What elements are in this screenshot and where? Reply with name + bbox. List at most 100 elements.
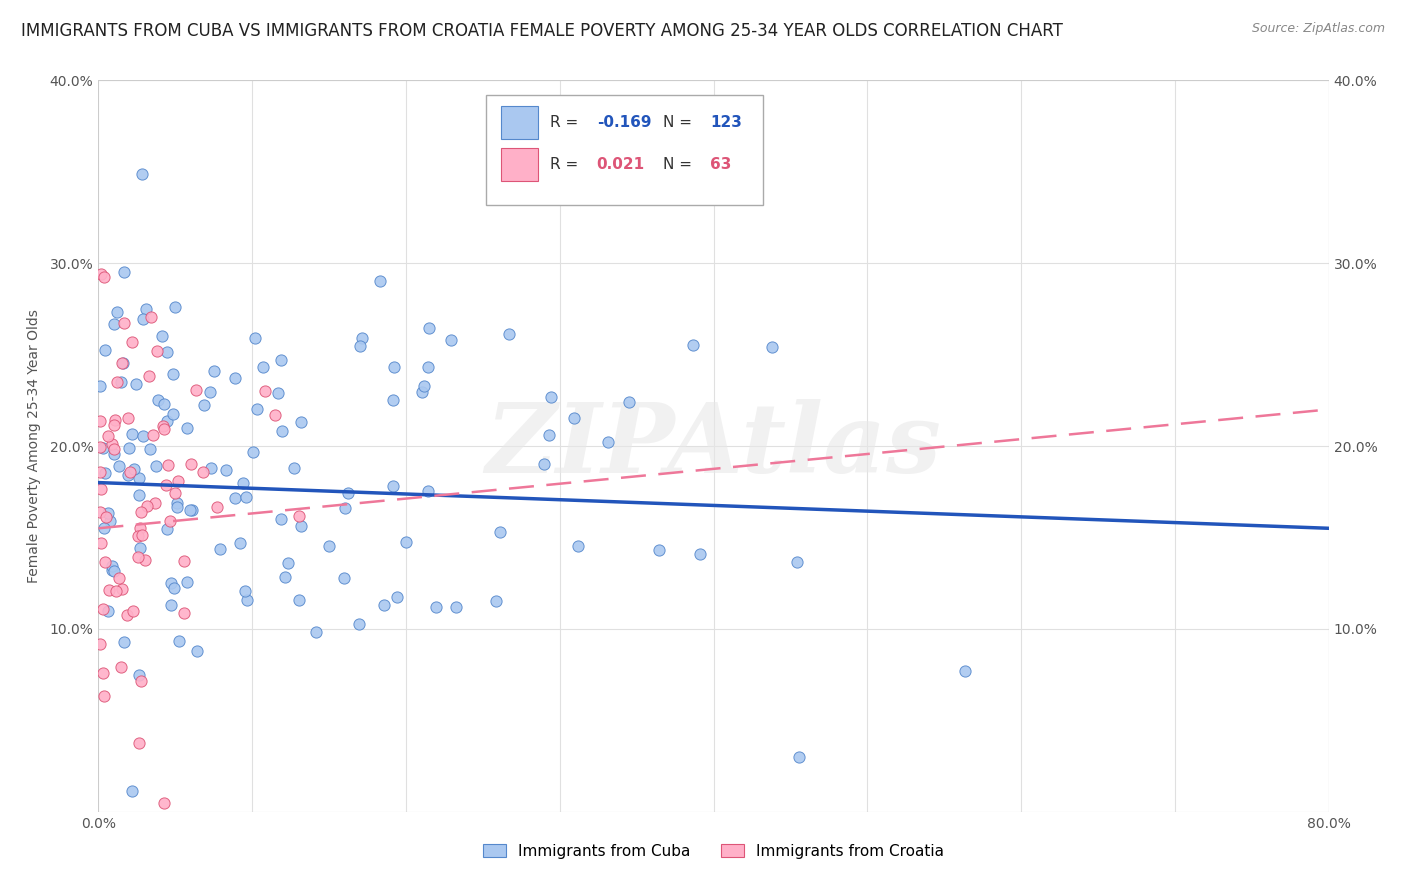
Point — [382, 359, 405, 374]
Point — [157, 458, 180, 472]
Point — [125, 376, 148, 391]
Point — [91, 441, 114, 455]
Point — [489, 525, 512, 540]
Point — [121, 335, 143, 350]
Point — [382, 392, 405, 407]
Point — [418, 321, 440, 335]
Point — [131, 528, 153, 542]
Point — [155, 478, 177, 492]
Point — [97, 506, 120, 520]
Point — [91, 601, 114, 615]
Text: 123: 123 — [710, 115, 742, 130]
Point — [103, 447, 125, 461]
Point — [128, 668, 150, 682]
Point — [229, 536, 252, 550]
Point — [152, 796, 174, 810]
Point — [412, 378, 434, 392]
Point — [139, 310, 162, 324]
Point — [143, 496, 166, 510]
Point — [127, 529, 149, 543]
Point — [349, 338, 371, 352]
Point — [160, 575, 183, 590]
Point — [94, 466, 117, 480]
Point — [131, 167, 153, 181]
Point — [254, 384, 277, 399]
Point — [205, 500, 228, 514]
Point — [90, 267, 112, 281]
Point — [368, 274, 391, 288]
Point — [224, 491, 246, 505]
Point — [382, 479, 405, 493]
Point — [152, 418, 174, 433]
Point — [89, 414, 111, 428]
Point — [128, 541, 150, 555]
Point — [138, 368, 160, 383]
Point — [97, 604, 120, 618]
Text: N =: N = — [664, 115, 697, 130]
FancyBboxPatch shape — [501, 148, 537, 181]
Point — [252, 360, 274, 375]
Point — [224, 371, 246, 385]
Point — [118, 466, 141, 480]
Point — [104, 413, 127, 427]
Point — [332, 571, 354, 585]
Point — [129, 521, 152, 535]
Point — [108, 571, 131, 585]
Text: R =: R = — [550, 157, 583, 172]
Point — [128, 471, 150, 485]
Point — [202, 364, 225, 378]
Point — [105, 584, 128, 599]
Point — [373, 599, 395, 613]
Point — [163, 300, 186, 314]
Y-axis label: Female Poverty Among 25-34 Year Olds: Female Poverty Among 25-34 Year Olds — [27, 309, 41, 583]
Point — [162, 407, 184, 421]
Text: ZIPAtlas: ZIPAtlas — [485, 399, 942, 493]
Point — [150, 328, 173, 343]
Point — [131, 505, 153, 519]
Point — [200, 461, 222, 475]
Text: R =: R = — [550, 115, 583, 130]
Text: N =: N = — [664, 157, 697, 172]
Point — [179, 503, 201, 517]
Point — [163, 485, 186, 500]
Point — [93, 689, 115, 703]
Point — [94, 509, 117, 524]
Point — [105, 305, 128, 319]
Point — [682, 338, 704, 352]
Point — [176, 574, 198, 589]
Point — [103, 564, 125, 578]
Point — [100, 514, 122, 528]
Point — [94, 343, 117, 357]
Point — [270, 353, 292, 368]
Point — [425, 600, 447, 615]
Point — [181, 502, 204, 516]
Point — [173, 606, 195, 620]
Point — [485, 594, 508, 608]
Point — [288, 592, 311, 607]
Point — [761, 341, 783, 355]
Point — [176, 421, 198, 435]
Point — [159, 514, 181, 528]
Point — [160, 599, 183, 613]
Point — [236, 593, 259, 607]
Point — [112, 356, 135, 370]
Point — [132, 311, 155, 326]
Point — [90, 536, 112, 550]
Point — [246, 402, 269, 417]
Point — [153, 422, 176, 436]
Point — [270, 512, 292, 526]
Point — [91, 666, 114, 681]
Point — [128, 736, 150, 750]
Point — [145, 458, 167, 473]
Point — [498, 327, 520, 342]
Point — [166, 474, 188, 488]
Point — [277, 557, 299, 571]
Point — [142, 427, 165, 442]
Text: IMMIGRANTS FROM CUBA VS IMMIGRANTS FROM CROATIA FEMALE POVERTY AMONG 25-34 YEAR : IMMIGRANTS FROM CUBA VS IMMIGRANTS FROM … — [21, 22, 1063, 40]
Point — [132, 429, 155, 443]
Point — [127, 549, 149, 564]
Point — [135, 302, 157, 317]
Point — [166, 500, 188, 514]
Point — [411, 385, 433, 400]
Point — [444, 600, 467, 615]
